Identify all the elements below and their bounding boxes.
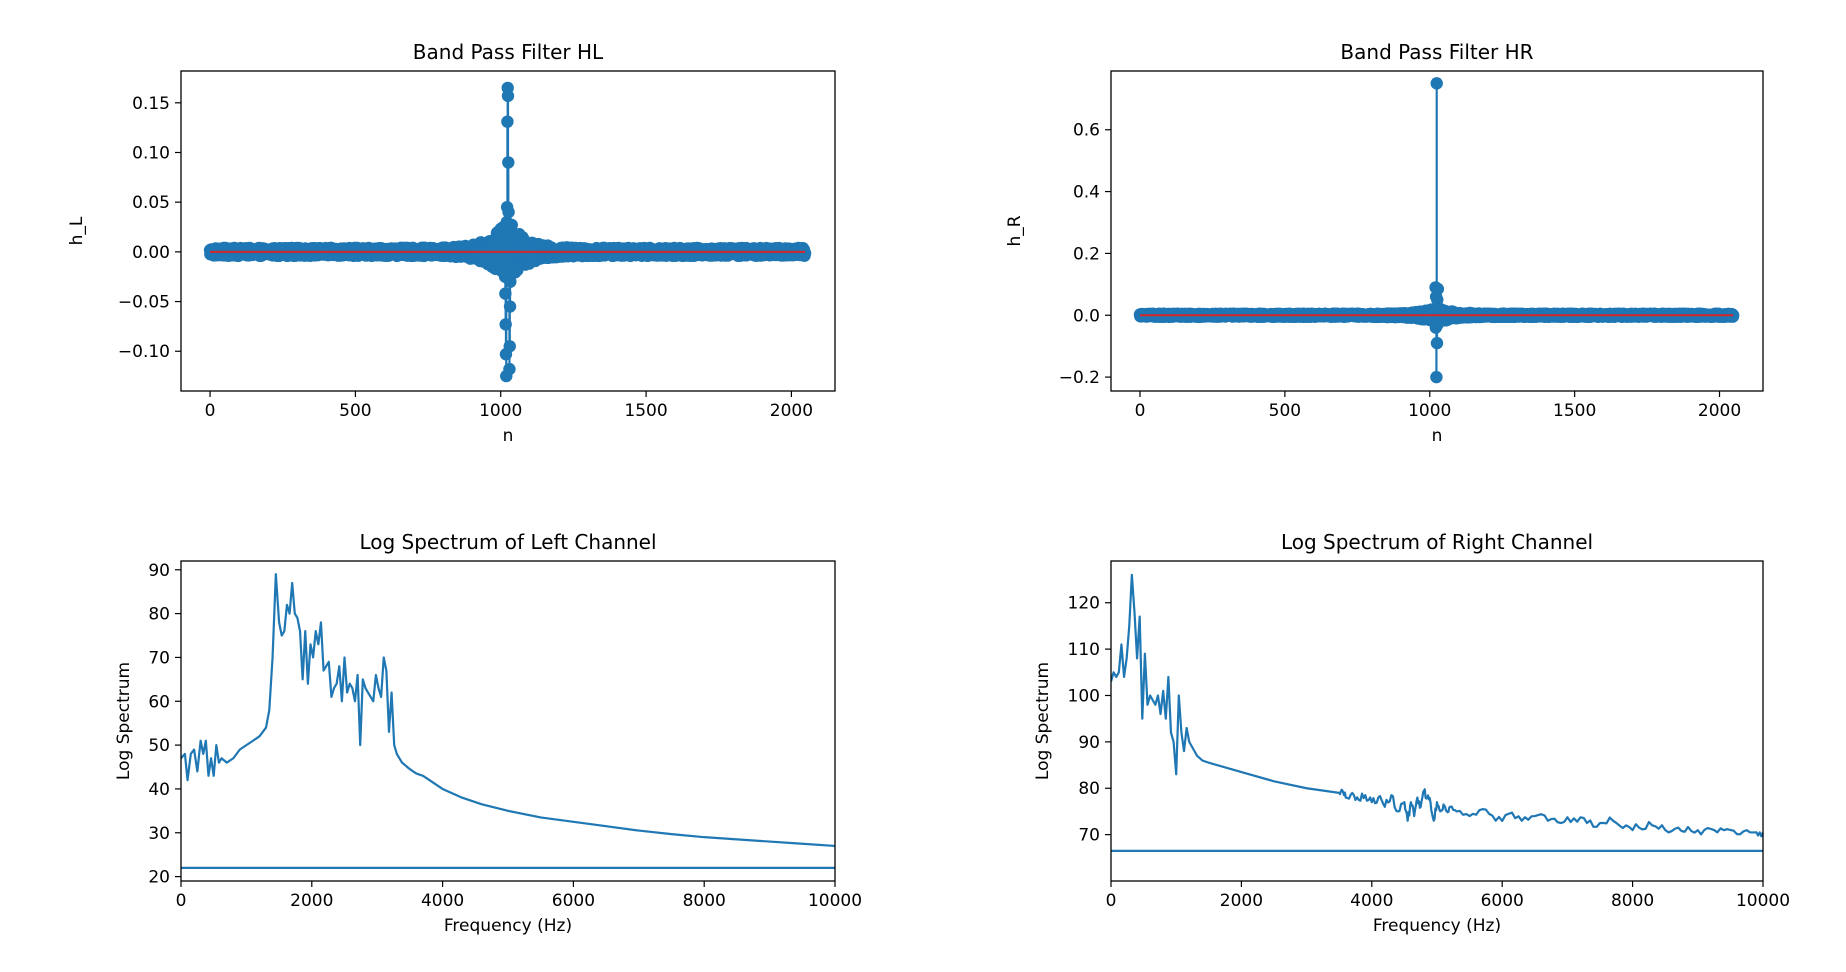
y-axis-label: h_L <box>67 216 87 245</box>
x-tick-label: 2000 <box>770 401 813 421</box>
y-tick-label: 0.05 <box>132 193 170 213</box>
stem-marker <box>502 156 515 169</box>
stem-marker <box>503 340 516 353</box>
stem-marker <box>502 205 515 219</box>
stem-marker <box>503 300 517 313</box>
y-tick-label: −0.10 <box>118 342 170 362</box>
stem-marker <box>499 287 512 300</box>
stem-marker <box>798 246 812 260</box>
x-tick-label: 500 <box>339 401 371 421</box>
y-tick-label: −0.05 <box>118 293 170 313</box>
stem-marker <box>499 318 512 331</box>
x-tick-label: 0 <box>205 401 216 421</box>
chart-title: Band Pass Filter HL <box>413 40 604 64</box>
subplot-hl-stem: 0 500 1000 1500 2000 −0.10 −0.05 0.00 0.05 0.10 0.… <box>67 40 836 446</box>
y-tick-label: 0.00 <box>132 243 170 263</box>
stem-marker <box>503 362 516 376</box>
y-tick-label: 0.10 <box>132 143 170 163</box>
x-axis-label: n <box>503 426 514 446</box>
x-tick-label: 1000 <box>479 401 522 421</box>
stem-marker <box>501 89 515 103</box>
stem-marker <box>501 115 514 128</box>
x-tick-label: 1500 <box>624 401 667 421</box>
y-tick-label: 0.15 <box>132 94 170 114</box>
